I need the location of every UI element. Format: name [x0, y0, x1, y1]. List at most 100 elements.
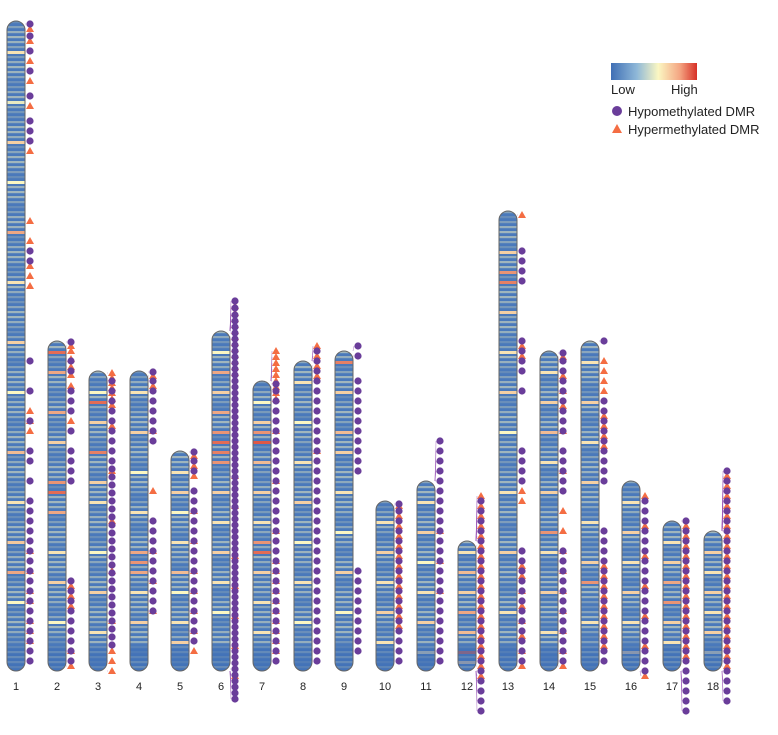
density-stripe [171, 561, 189, 564]
chromosome-1: 1 [6, 20, 34, 693]
hypo-dmr-marker [354, 427, 362, 435]
density-stripe [294, 476, 312, 479]
density-stripe [130, 521, 148, 524]
density-stripe [89, 581, 107, 584]
hypo-dmr-marker [600, 647, 608, 655]
hypo-dmr-marker [518, 557, 526, 565]
density-stripe [212, 376, 230, 379]
density-stripe [417, 506, 435, 509]
density-stripe [376, 501, 394, 504]
density-stripe [7, 456, 25, 459]
density-stripe [7, 276, 25, 279]
density-stripe [294, 486, 312, 489]
dmr-link [721, 670, 724, 702]
density-stripe [253, 436, 271, 439]
density-stripe [581, 566, 599, 569]
hyper-dmr-marker [723, 492, 731, 499]
density-stripe [499, 411, 517, 414]
chromosome-label: 6 [218, 681, 224, 693]
density-stripe [540, 626, 558, 629]
density-stripe [335, 461, 353, 464]
hypo-dmr-marker [559, 417, 567, 425]
methylation-band [253, 521, 271, 524]
hypo-dmr-marker [108, 417, 116, 425]
density-stripe [48, 531, 66, 534]
chromosome-2: 2 [47, 338, 75, 693]
hypo-dmr-marker [436, 497, 444, 505]
hypo-dmr-marker [108, 529, 116, 537]
methylation-band [7, 141, 25, 144]
methylation-band [499, 431, 517, 434]
density-stripe [704, 636, 722, 639]
density-stripe [581, 556, 599, 559]
hyper-dmr-marker [641, 582, 649, 589]
methylation-band [89, 501, 107, 504]
hypo-dmr-marker [149, 368, 157, 376]
density-stripe [376, 566, 394, 569]
density-stripe [130, 546, 148, 549]
density-stripe [622, 636, 640, 639]
density-stripe [7, 81, 25, 84]
methylation-band [171, 571, 189, 574]
hypo-dmr-marker [354, 567, 362, 575]
methylation-band [335, 491, 353, 494]
legend-low-label: Low [611, 82, 635, 97]
density-stripe [253, 616, 271, 619]
density-stripe [48, 571, 66, 574]
chromosome-15: 15 [580, 337, 608, 693]
hypo-dmr-marker [354, 617, 362, 625]
hypo-dmr-marker [190, 457, 198, 465]
density-stripe [130, 496, 148, 499]
methylation-band [417, 561, 435, 564]
density-stripe [540, 426, 558, 429]
density-stripe [540, 476, 558, 479]
chromosome-base [417, 646, 435, 671]
hyper-dmr-marker [723, 572, 731, 579]
density-stripe [335, 546, 353, 549]
hypo-dmr-marker [682, 577, 690, 585]
hypo-dmr-marker [395, 597, 403, 605]
hyper-dmr-marker [600, 642, 608, 649]
hypo-dmr-marker [231, 653, 239, 661]
hypo-dmr-marker [641, 597, 649, 605]
density-stripe [212, 331, 230, 334]
density-stripe [540, 521, 558, 524]
density-stripe [7, 576, 25, 579]
density-stripe [130, 386, 148, 389]
density-stripe [581, 546, 599, 549]
chromosome-9: 9 [334, 342, 362, 693]
density-stripe [499, 631, 517, 634]
hypo-dmr-marker [190, 617, 198, 625]
density-stripe [376, 576, 394, 579]
hypo-dmr-marker [641, 537, 649, 545]
density-stripe [581, 356, 599, 359]
methylation-band [458, 551, 476, 554]
density-stripe [499, 246, 517, 249]
density-stripe [581, 596, 599, 599]
density-stripe [622, 631, 640, 634]
density-stripe [171, 476, 189, 479]
density-stripe [7, 26, 25, 29]
hypo-dmr-marker [559, 587, 567, 595]
density-stripe [253, 621, 271, 624]
chromosome-label: 16 [625, 681, 637, 693]
density-stripe [335, 606, 353, 609]
density-stripe [212, 356, 230, 359]
hypo-dmr-marker [272, 507, 280, 515]
density-stripe [171, 546, 189, 549]
hypo-dmr-marker [723, 517, 731, 525]
density-stripe [89, 486, 107, 489]
density-stripe [48, 521, 66, 524]
hypo-dmr-marker [395, 627, 403, 635]
density-stripe [212, 366, 230, 369]
density-stripe [212, 526, 230, 529]
dmr-link [639, 670, 642, 677]
density-stripe [253, 406, 271, 409]
density-stripe [458, 606, 476, 609]
hyper-dmr-marker [723, 632, 731, 639]
methylation-band [540, 531, 558, 534]
density-stripe [7, 131, 25, 134]
hypo-dmr-marker [354, 457, 362, 465]
hypo-dmr-marker [231, 359, 239, 367]
methylation-band [48, 491, 66, 494]
